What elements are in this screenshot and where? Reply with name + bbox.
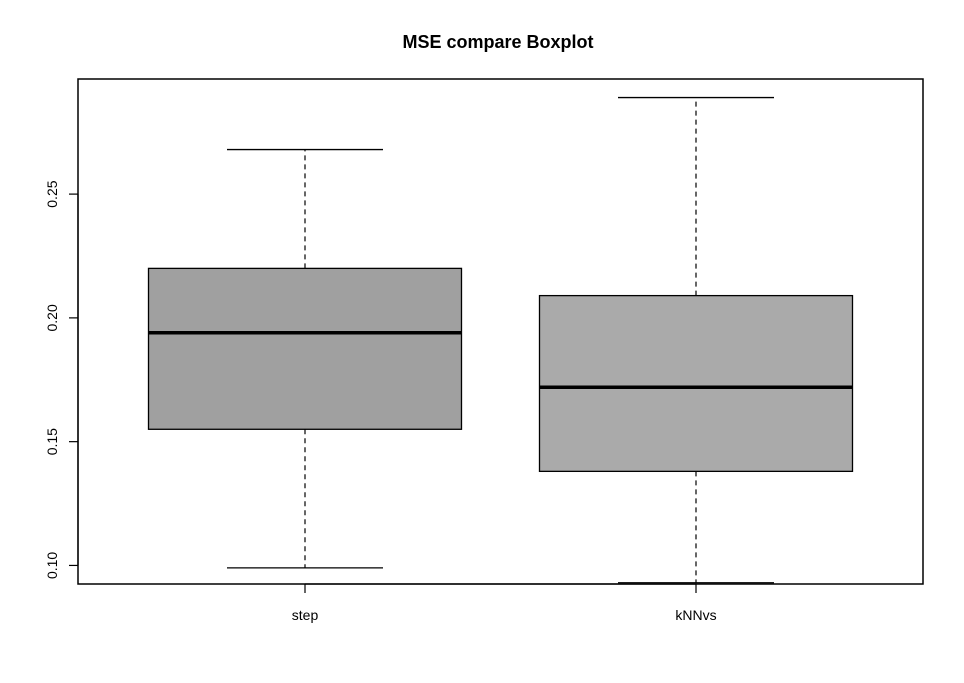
y-tick-label: 0.10 [44,552,60,579]
box-kNNvs [538,96,854,584]
chart-title: MSE compare Boxplot [402,32,593,52]
boxes-group [147,96,854,584]
iqr-box [538,294,854,473]
y-tick-label: 0.20 [44,304,60,331]
box-step [147,148,463,569]
y-tick-label: 0.25 [44,180,60,207]
y-axis: 0.10 0.15 0.20 0.25 [44,180,79,579]
x-axis: step kNNvs [292,583,717,623]
x-tick-label: step [292,607,319,623]
y-tick-label: 0.15 [44,428,60,455]
iqr-box [147,267,463,430]
x-tick-label: kNNvs [675,607,716,623]
